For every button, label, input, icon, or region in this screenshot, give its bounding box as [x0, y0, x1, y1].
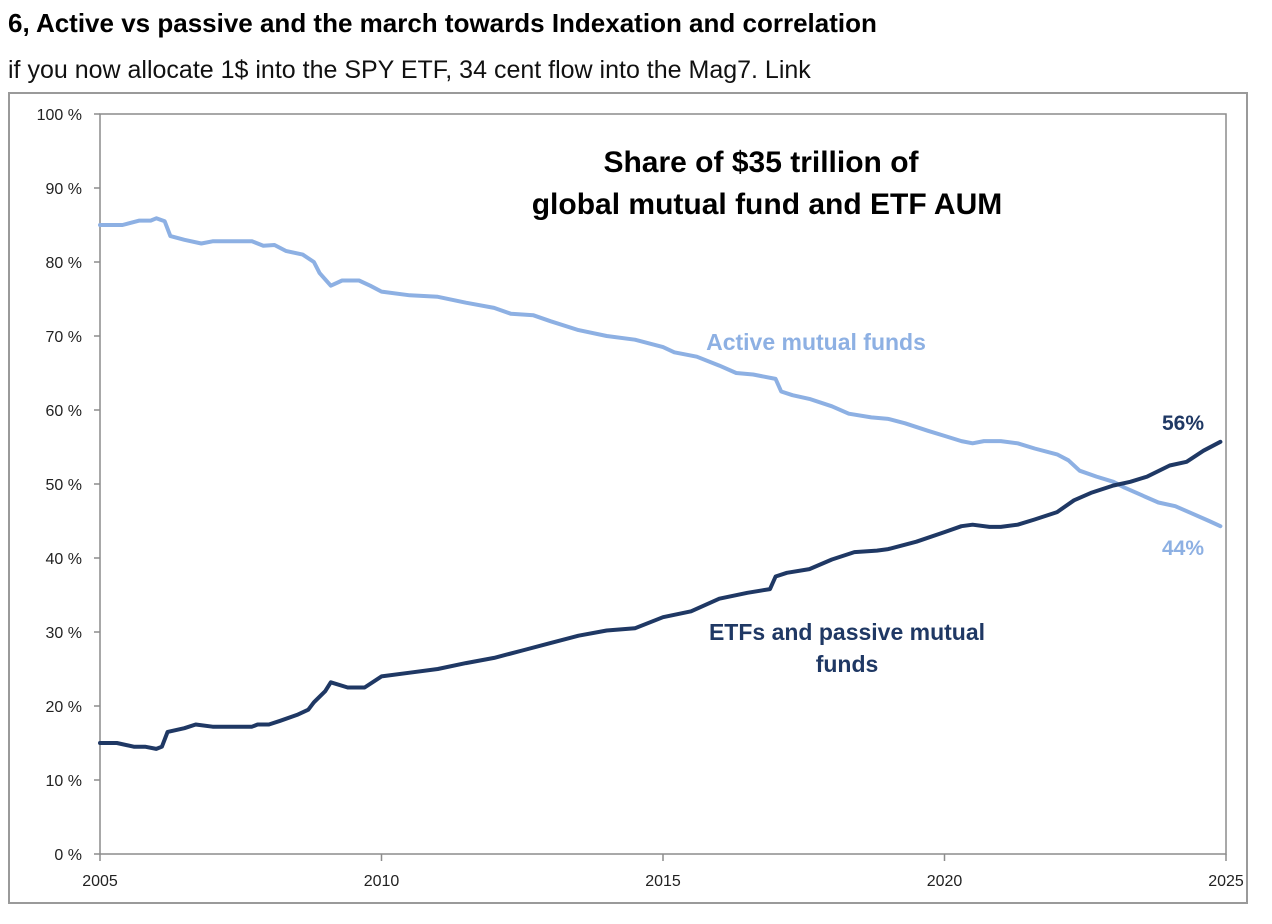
x-tick-label: 2005: [82, 873, 118, 890]
y-tick-label: 0 %: [54, 847, 82, 864]
y-tick-label: 90 %: [46, 181, 82, 198]
post-subheading: if you now allocate 1$ into the SPY ETF,…: [8, 56, 811, 84]
y-tick-label: 70 %: [46, 329, 82, 346]
post-heading: 6, Active vs passive and the march towar…: [8, 8, 877, 38]
chart-title-line-2: global mutual fund and ETF AUM: [532, 188, 1003, 221]
x-tick-label: 2010: [364, 873, 400, 890]
y-tick-label: 40 %: [46, 551, 82, 568]
y-tick-label: 20 %: [46, 699, 82, 716]
passive-series-label-line-2: funds: [816, 651, 879, 677]
active-mutual-funds-line: [98, 216, 1223, 529]
line-chart: 0 % 10 % 20 % 30 % 40 % 50 % 60 % 70 % 80 % 90 % 1…: [37, 107, 1244, 890]
y-tick-label: 100 %: [37, 107, 82, 124]
active-series-label: Active mutual funds: [706, 329, 926, 355]
y-tick-label: 50 %: [46, 477, 82, 494]
series-lines: [98, 216, 1223, 751]
y-tick-label: 30 %: [46, 625, 82, 642]
plot-area-border: [99, 113, 1227, 855]
x-tick-label: 2025: [1208, 873, 1244, 890]
y-tick-label: 80 %: [46, 255, 82, 272]
chart-frame: 0 % 10 % 20 % 30 % 40 % 50 % 60 % 70 % 80 % 90 % 1…: [8, 92, 1248, 904]
y-tick-label: 60 %: [46, 403, 82, 420]
passive-series-label-line-1: ETFs and passive mutual: [709, 619, 985, 645]
x-tick-label: 2020: [927, 873, 963, 890]
etfs-passive-funds-line: [98, 439, 1223, 751]
axes: 0 % 10 % 20 % 30 % 40 % 50 % 60 % 70 % 80 % 90 % 1…: [37, 107, 1244, 890]
passive-end-label: 56%: [1162, 412, 1204, 435]
chart-text: Share of $35 trillion of global mutual f…: [532, 146, 1205, 677]
chart-title-line-1: Share of $35 trillion of: [603, 146, 919, 179]
x-tick-label: 2015: [645, 873, 681, 890]
active-end-label: 44%: [1162, 537, 1204, 560]
y-tick-label: 10 %: [46, 773, 82, 790]
